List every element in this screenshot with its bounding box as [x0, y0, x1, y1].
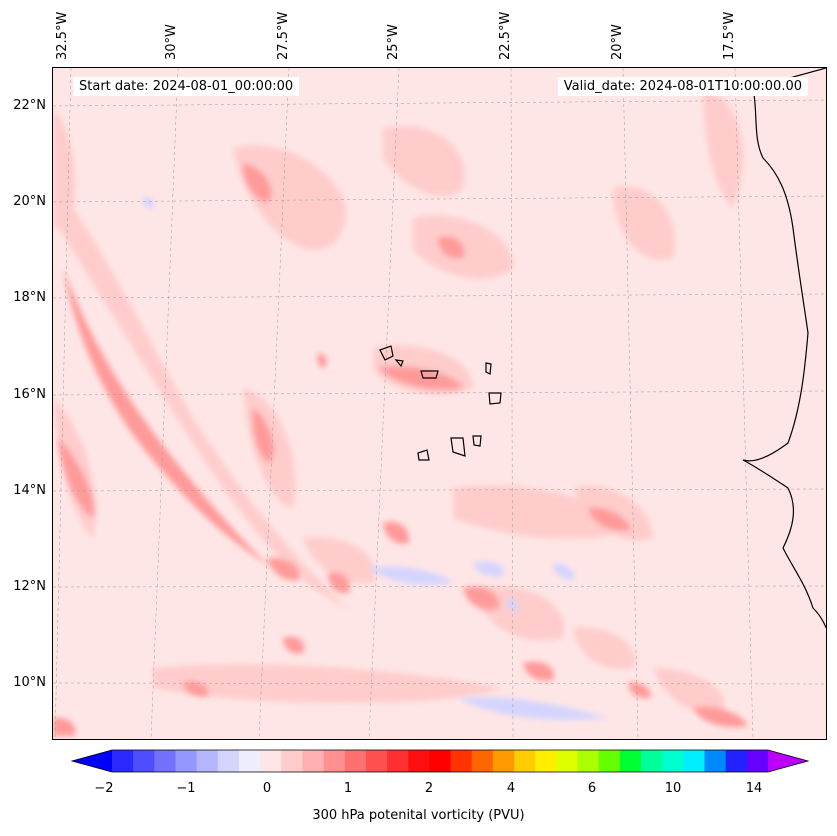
map-panel: Start date: 2024-08-01_00:00:00 Valid_da… [52, 67, 827, 740]
colorbar-segment [387, 750, 409, 772]
lat-label-12n: 12°N [13, 579, 46, 594]
colorbar-segment [260, 750, 282, 772]
lon-label-22-5w: 22.5°W [498, 11, 513, 60]
colorbar-segment [238, 750, 261, 772]
colorbar-tick-6: 6 [587, 781, 597, 796]
colorbar-tick-minus-2: −2 [94, 781, 114, 796]
pv-shade-negative [142, 197, 608, 720]
colorbar-extend-min [72, 750, 112, 772]
colorbar-segment [302, 750, 325, 772]
graticule [53, 68, 826, 739]
colorbar-segment [344, 750, 367, 772]
colorbar [70, 749, 810, 773]
colorbar-segment [577, 750, 600, 772]
lon-label-17-5w: 17.5°W [722, 11, 737, 60]
valid-date-label: Valid_date: 2024-08-01T10:00:00.00 [557, 77, 808, 96]
colorbar-segment [641, 750, 663, 772]
colorbar-segment [281, 750, 303, 772]
cape-verde-islands [379, 345, 502, 461]
colorbar-segment [619, 750, 642, 772]
colorbar-segment [112, 750, 134, 772]
lat-label-16n: 16°N [13, 387, 46, 402]
colorbar-segment [450, 750, 473, 772]
colorbar-segment [598, 750, 621, 772]
colorbar-segment [154, 750, 176, 772]
lat-label-14n: 14°N [13, 483, 46, 498]
colorbar-segment [408, 750, 430, 772]
pv-field-map [53, 68, 826, 739]
colorbar-segment [683, 750, 706, 772]
pv-shade-medium [53, 163, 748, 736]
colorbar-segment [365, 750, 388, 772]
start-date-label: Start date: 2024-08-01_00:00:00 [73, 77, 300, 96]
colorbar-segment [196, 750, 219, 772]
colorbar-segment [471, 750, 494, 772]
colorbar-segment [662, 750, 684, 772]
colorbar-segment [556, 750, 579, 772]
coastline [742, 68, 826, 629]
colorbar-tick-0: 0 [262, 781, 272, 796]
colorbar-segment [514, 750, 536, 772]
lat-label-22n: 22°N [13, 98, 46, 113]
lon-label-20w: 20°W [610, 24, 625, 60]
colorbar-tick-2: 2 [424, 781, 434, 796]
colorbar-segment [535, 750, 557, 772]
colorbar-tick-minus-1: −1 [176, 781, 196, 796]
colorbar-segment [175, 750, 198, 772]
lon-label-27-5w: 27.5°W [276, 11, 291, 60]
colorbar-segment [133, 750, 155, 772]
colorbar-segment [217, 750, 240, 772]
lon-label-32-5w: 32.5°W [55, 11, 70, 60]
colorbar-outline [70, 749, 810, 773]
colorbar-label: 300 hPa potenital vorticity (PVU) [312, 808, 525, 823]
lat-label-10n: 10°N [13, 675, 46, 690]
lon-label-30w: 30°W [164, 24, 179, 60]
colorbar-segment [429, 750, 452, 772]
colorbar-segment [746, 750, 769, 772]
colorbar-segment [725, 750, 748, 772]
colorbar-extend-max [768, 750, 808, 772]
lat-label-20n: 20°N [13, 194, 46, 209]
colorbar-tick-4: 4 [506, 781, 516, 796]
colorbar-tick-1: 1 [343, 781, 353, 796]
colorbar-tick-10: 10 [664, 781, 682, 796]
colorbar-segment [323, 750, 346, 772]
colorbar-segment [704, 750, 727, 772]
colorbar-tick-14: 14 [745, 781, 763, 796]
colorbar-segment [492, 750, 515, 772]
lon-label-25w: 25°W [386, 24, 401, 60]
lat-label-18n: 18°N [13, 290, 46, 305]
